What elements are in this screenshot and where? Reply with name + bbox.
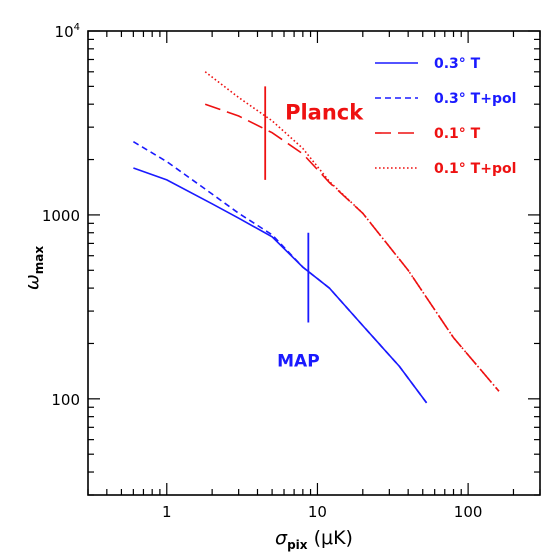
legend: 0.3° T 0.3° T+pol 0.1° T 0.1° T+pol	[375, 56, 516, 177]
y-tick-label-3: 104	[55, 22, 80, 41]
y-tick-label-1: 100	[51, 391, 80, 409]
x-tick-label-1: 1	[162, 503, 172, 521]
axes	[87, 30, 541, 496]
annotation-layer: Planck MAP	[264, 86, 364, 371]
series-line-3	[204, 103, 500, 392]
annotation-label-planck: Planck	[285, 101, 364, 125]
axis-labels: 1 10 100 100 1000 104 σpix (μK) ωmax	[21, 22, 482, 552]
series-line-2	[132, 141, 428, 404]
y-tick-label-2: 1000	[42, 207, 80, 225]
x-axis-title: σpix (μK)	[275, 527, 353, 552]
plot-frame	[87, 30, 541, 496]
x-tick-label-3: 100	[454, 503, 483, 521]
annotation-label-map: MAP	[277, 351, 320, 371]
y-axis-title: ωmax	[21, 246, 46, 291]
legend-label-4: 0.1° T+pol	[434, 161, 516, 177]
x-tick-label-2: 10	[308, 503, 327, 521]
series-layer	[132, 71, 500, 404]
legend-label-3: 0.1° T	[434, 126, 481, 142]
legend-label-1: 0.3° T	[434, 56, 481, 72]
legend-label-2: 0.3° T+pol	[434, 91, 516, 107]
